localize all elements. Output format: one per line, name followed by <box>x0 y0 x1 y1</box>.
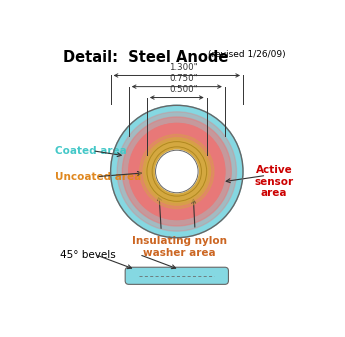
Circle shape <box>152 147 201 196</box>
Text: 1.300": 1.300" <box>169 63 198 72</box>
Circle shape <box>129 123 225 219</box>
Text: Coated area: Coated area <box>55 146 127 156</box>
Circle shape <box>129 123 225 219</box>
Circle shape <box>122 117 231 226</box>
Circle shape <box>156 150 198 193</box>
Text: (revised 1/26/09): (revised 1/26/09) <box>208 50 286 59</box>
Text: Detail:  Steel Anode: Detail: Steel Anode <box>63 50 228 64</box>
Circle shape <box>140 134 214 209</box>
Text: 0.400": 0.400" <box>171 157 200 166</box>
Text: Active
sensor
area: Active sensor area <box>255 165 294 198</box>
Text: 45° bevels: 45° bevels <box>60 249 116 259</box>
Text: Uncoated area: Uncoated area <box>55 172 141 182</box>
Circle shape <box>143 138 210 205</box>
Circle shape <box>117 112 236 231</box>
Text: 0.500": 0.500" <box>169 85 198 94</box>
Circle shape <box>147 142 207 201</box>
FancyBboxPatch shape <box>125 267 228 284</box>
Text: 0.750": 0.750" <box>169 74 198 83</box>
Circle shape <box>111 105 243 238</box>
Text: Insulating nylon
washer area: Insulating nylon washer area <box>132 236 227 258</box>
Circle shape <box>146 140 208 203</box>
